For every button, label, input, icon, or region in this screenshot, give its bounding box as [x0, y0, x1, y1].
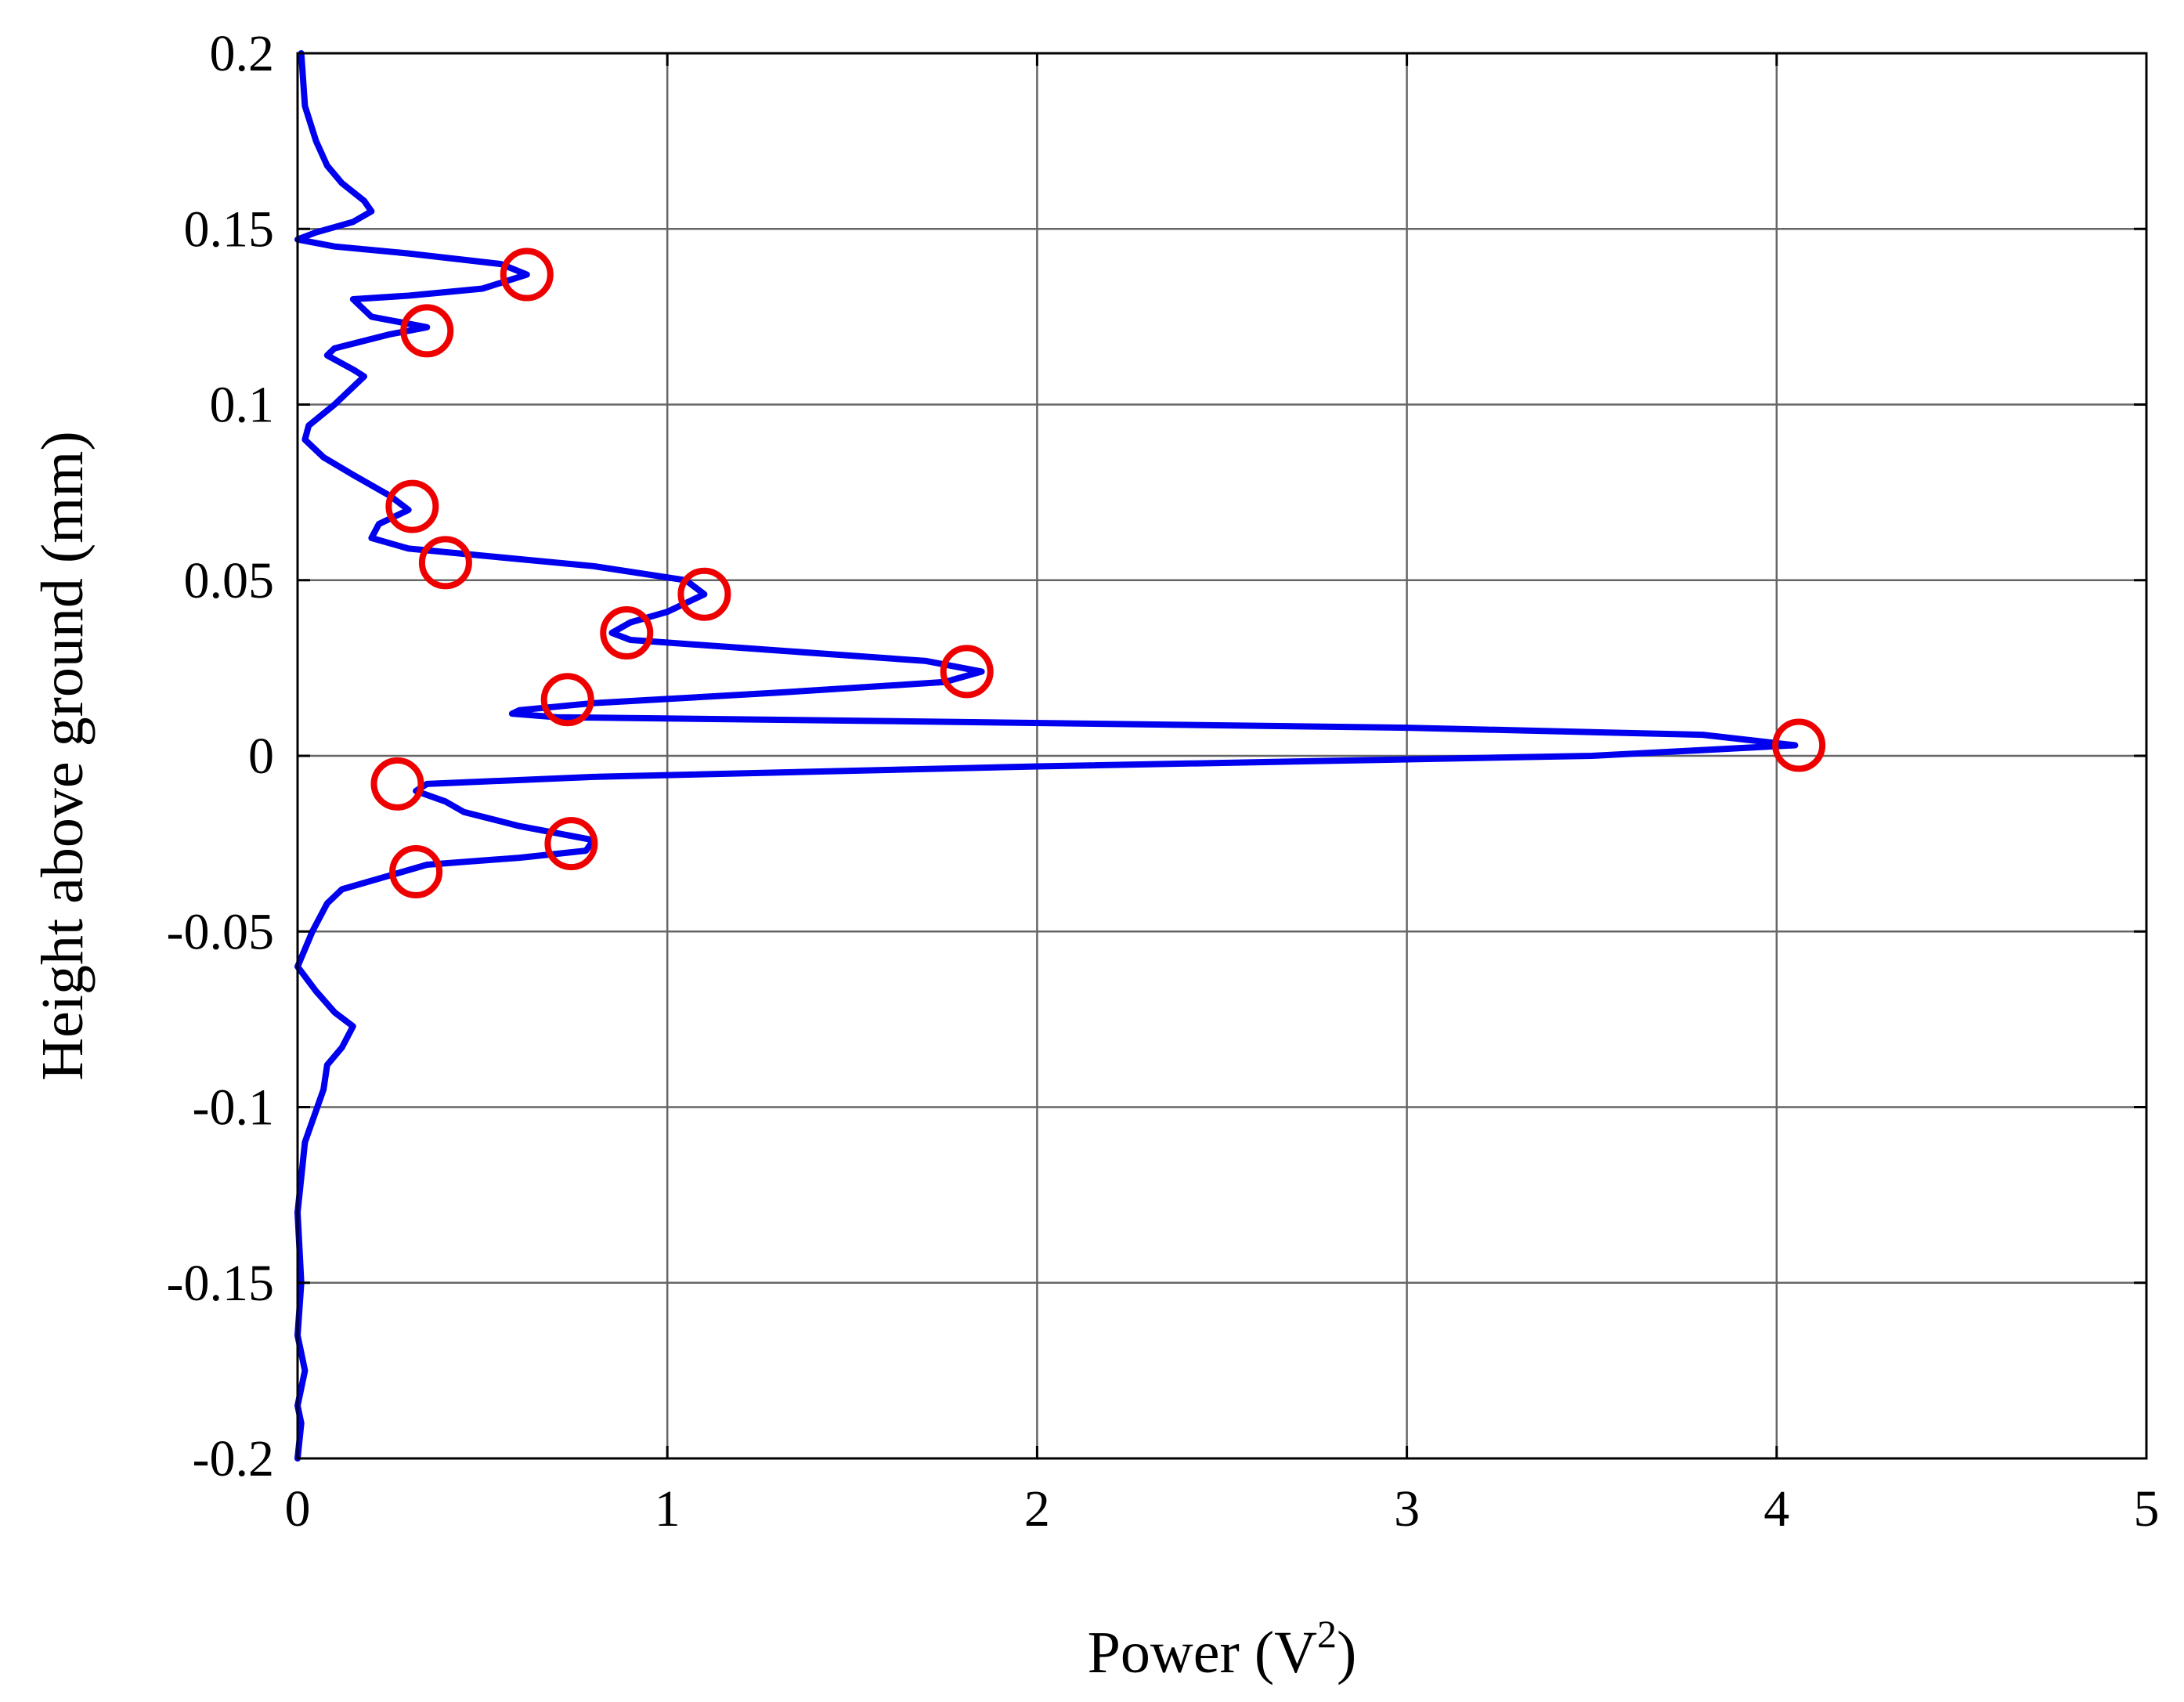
axis-ticks	[296, 52, 2148, 1460]
highlight-marker	[418, 536, 472, 590]
x-tick-labels: 0 1 2 3 4 5	[285, 1480, 2160, 1538]
x-tick-label: 5	[2134, 1480, 2160, 1538]
y-tick-label: 0.2	[210, 25, 275, 82]
y-axis-label: Height above ground (mm)	[30, 431, 96, 1080]
highlight-marker	[389, 845, 443, 899]
y-tick-label: 0.15	[184, 201, 275, 258]
y-tick-label: -0.15	[167, 1255, 274, 1312]
y-tick-label: 0	[248, 728, 274, 785]
y-tick-label: -0.2	[193, 1430, 274, 1487]
x-tick-label: 2	[1024, 1480, 1050, 1538]
grid	[298, 53, 2146, 1458]
highlight-marker	[940, 645, 994, 699]
highlight-marker	[677, 567, 731, 621]
highlight-marker	[544, 817, 598, 871]
x-tick-label: 0	[285, 1480, 311, 1538]
highlight-marker	[540, 673, 594, 727]
x-axis-label-end: )	[1337, 1620, 1356, 1686]
highlight-marker	[400, 304, 454, 358]
highlight-marker	[385, 479, 439, 533]
x-axis-label: Power (V2)	[1088, 1612, 1357, 1686]
y-tick-label: -0.05	[167, 903, 274, 960]
x-tick-label: 1	[655, 1480, 680, 1538]
highlight-markers	[370, 248, 1826, 899]
highlight-marker	[1772, 718, 1826, 772]
x-tick-label: 4	[1763, 1480, 1789, 1538]
x-axis-label-superscript: 2	[1317, 1612, 1337, 1656]
y-tick-label: 0.05	[184, 552, 275, 609]
x-tick-label: 3	[1394, 1480, 1420, 1538]
x-axis-label-base: Power (V	[1088, 1620, 1318, 1686]
highlight-marker	[600, 606, 654, 660]
y-tick-labels: 0.2 0.15 0.1 0.05 0 -0.05 -0.1 -0.15 -0.2	[167, 25, 274, 1487]
y-tick-label: 0.1	[210, 377, 275, 434]
highlight-marker	[370, 757, 424, 811]
y-tick-label: -0.1	[193, 1079, 274, 1136]
highlight-marker	[500, 248, 554, 302]
